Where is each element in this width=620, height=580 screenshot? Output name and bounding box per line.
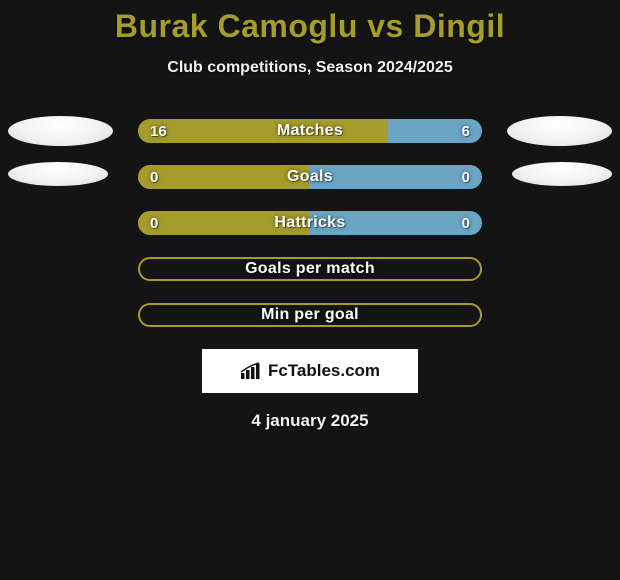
- stat-label: Goals per match: [140, 259, 480, 279]
- player-right-avatar: [512, 162, 612, 186]
- stat-bar: Goals per match: [138, 257, 482, 281]
- stat-bar: 166Matches: [138, 119, 482, 143]
- player-left-avatar: [8, 116, 113, 146]
- stat-bar-right-fill: [388, 119, 482, 143]
- stat-row: 00Goals: [0, 165, 620, 189]
- stat-rows: 166Matches 00Goals 00Hattricks Goals per ma…: [0, 119, 620, 327]
- site-logo: FcTables.com: [202, 349, 418, 393]
- comparison-title: Burak Camoglu vs Dingil: [0, 0, 620, 45]
- stat-row: Min per goal: [0, 303, 620, 327]
- stat-bar: 00Goals: [138, 165, 482, 189]
- stat-bar-left-fill: [138, 119, 388, 143]
- comparison-subtitle: Club competitions, Season 2024/2025: [0, 59, 620, 77]
- snapshot-date: 4 january 2025: [0, 411, 620, 431]
- stat-bar-left-fill: [138, 211, 310, 235]
- stat-label: Min per goal: [140, 305, 480, 325]
- stat-bar-right-fill: [310, 211, 482, 235]
- stat-bar-left-fill: [138, 165, 310, 189]
- chart-icon: [240, 362, 262, 380]
- stat-bar-right-fill: [310, 165, 482, 189]
- stat-bar: 00Hattricks: [138, 211, 482, 235]
- stat-row: Goals per match: [0, 257, 620, 281]
- player-right-avatar: [507, 116, 612, 146]
- player-left-avatar: [8, 162, 108, 186]
- stat-row: 166Matches: [0, 119, 620, 143]
- stat-bar: Min per goal: [138, 303, 482, 327]
- site-logo-text: FcTables.com: [268, 361, 380, 381]
- stat-row: 00Hattricks: [0, 211, 620, 235]
